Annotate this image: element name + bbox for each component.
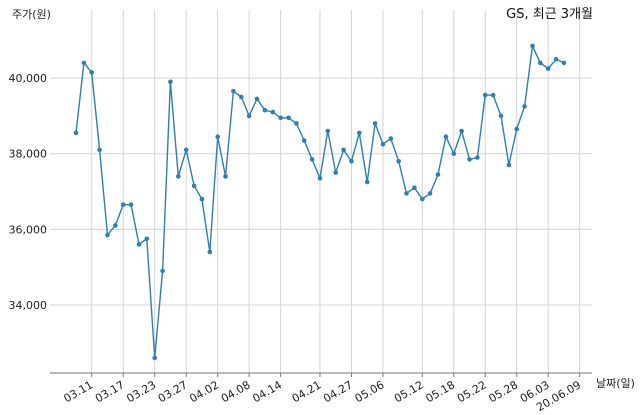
data-point — [160, 268, 165, 274]
x-tick-label: 05.06 — [353, 378, 387, 405]
data-point — [482, 92, 488, 98]
data-point — [246, 113, 252, 119]
x-tick-label: 05.22 — [455, 378, 489, 405]
x-tick-label: 04.21 — [290, 378, 324, 405]
x-tick-label: 03.23 — [124, 378, 158, 405]
data-point — [349, 159, 354, 164]
x-axis-label: 날짜(일) — [596, 376, 635, 390]
x-tick-label: 03.11 — [61, 378, 95, 405]
x-tick-label: 04.02 — [187, 378, 221, 405]
data-point — [191, 183, 197, 189]
data-point — [223, 174, 228, 179]
data-point — [309, 157, 315, 162]
data-point — [538, 60, 543, 66]
data-point — [294, 121, 299, 126]
data-point — [412, 185, 417, 190]
y-tick-label: 40,000 — [9, 72, 48, 85]
data-point — [113, 223, 118, 228]
data-point — [183, 147, 189, 153]
data-point — [372, 121, 378, 126]
data-point — [301, 138, 307, 143]
y-tick-label: 36,000 — [9, 223, 48, 236]
x-tick-label: 05.12 — [392, 378, 426, 405]
data-point — [73, 130, 79, 136]
y-tick-label: 38,000 — [9, 148, 48, 161]
x-tick-label: 05.18 — [423, 378, 457, 405]
data-point — [545, 66, 551, 71]
data-point — [490, 92, 496, 98]
data-points — [73, 43, 567, 361]
data-point — [404, 191, 409, 196]
data-point — [286, 115, 291, 121]
data-point — [388, 136, 394, 141]
data-point — [506, 162, 512, 168]
data-point — [459, 128, 464, 134]
data-point — [168, 79, 173, 85]
data-point — [317, 176, 323, 181]
data-point — [199, 196, 205, 202]
data-point — [215, 134, 220, 139]
data-point — [553, 56, 559, 62]
data-point — [270, 109, 276, 115]
data-point — [120, 202, 126, 207]
data-point — [443, 134, 449, 139]
data-point — [333, 170, 339, 175]
x-tick-label: 03.17 — [93, 378, 127, 405]
data-point — [231, 89, 236, 94]
data-point — [514, 126, 519, 132]
data-point — [467, 157, 472, 162]
data-point — [207, 249, 213, 255]
data-point — [128, 202, 134, 207]
data-point — [278, 115, 283, 121]
data-point — [420, 196, 425, 202]
data-point — [262, 107, 268, 113]
data-point — [97, 147, 102, 153]
data-point — [522, 104, 527, 109]
data-point — [364, 179, 370, 185]
data-point — [451, 151, 457, 156]
data-point — [144, 236, 150, 242]
data-point — [498, 113, 504, 119]
y-axis-label: 주가(원) — [12, 8, 51, 21]
data-point — [475, 155, 480, 160]
chart-title: GS, 최근 3개월 — [506, 7, 593, 22]
data-point — [254, 96, 260, 102]
x-tick-label: 04.27 — [321, 378, 355, 405]
data-point — [325, 128, 331, 134]
data-point — [136, 242, 142, 247]
data-point — [239, 94, 244, 100]
data-point — [341, 147, 346, 153]
data-point — [530, 43, 535, 49]
grid-lines — [50, 10, 592, 373]
data-point — [105, 232, 110, 238]
data-point — [435, 172, 441, 177]
data-point — [396, 159, 402, 164]
data-point — [152, 355, 157, 361]
data-point — [176, 174, 181, 179]
data-point — [81, 60, 87, 66]
y-axis-ticks: 34,000 36,000 38,000 40,000 — [9, 72, 48, 312]
y-tick-label: 34,000 — [9, 299, 48, 312]
data-point — [357, 130, 362, 136]
x-tick-label: 04.08 — [219, 378, 253, 405]
data-point — [380, 141, 386, 147]
data-point — [561, 60, 567, 66]
x-tick-label: 03.27 — [156, 378, 190, 405]
data-point — [427, 191, 433, 196]
x-tick-label: 04.14 — [250, 378, 284, 405]
x-tick-label: 05.28 — [486, 378, 520, 405]
data-point — [89, 70, 94, 75]
